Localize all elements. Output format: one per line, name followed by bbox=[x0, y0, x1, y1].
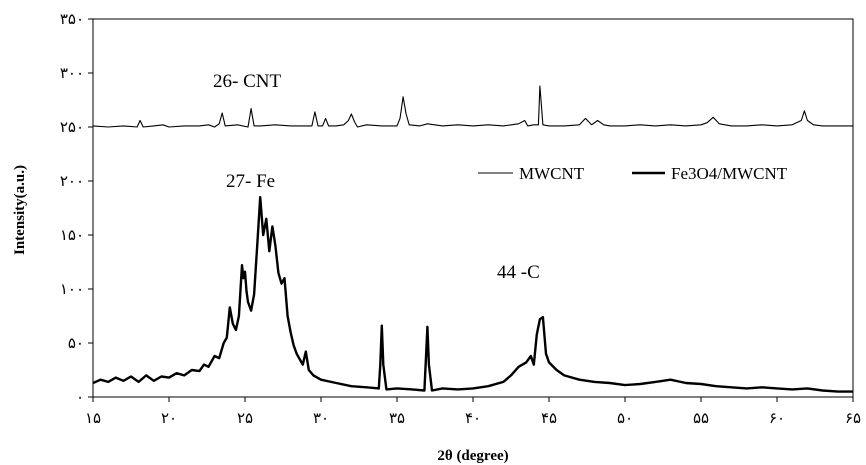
y-axis-ticks: ۰ ۵۰ ۱۰۰ ۱۵۰ ۲۰۰ ۲۵۰ ۳۰۰ ۳۵۰ bbox=[60, 10, 93, 406]
annotation-cnt: 26- CNT bbox=[213, 71, 281, 92]
x-tick-label: ۳۵ bbox=[389, 409, 405, 427]
annotation-c: 44 -C bbox=[497, 262, 540, 283]
plot-frame bbox=[92, 18, 854, 398]
series-line-fe3o4-mwcnt bbox=[92, 195, 853, 393]
series-layer bbox=[92, 85, 853, 393]
x-tick-label: ۲۰ bbox=[161, 409, 177, 427]
y-tick-label: ۳۵۰ bbox=[60, 10, 84, 28]
annotation-fe: 27- Fe bbox=[226, 171, 275, 192]
x-tick-label: ۱۵ bbox=[85, 409, 101, 427]
y-tick-label: ۵۰ bbox=[68, 334, 84, 352]
y-axis-title: Intensity(a.u.) bbox=[12, 165, 28, 255]
x-tick-label: ۵۵ bbox=[693, 409, 709, 427]
x-tick-label: ۶۰ bbox=[769, 409, 785, 427]
x-tick-label: ۶۵ bbox=[845, 409, 861, 427]
x-tick-label: ۴۵ bbox=[541, 409, 557, 427]
y-tick-label: ۰ bbox=[76, 388, 84, 406]
legend-label-fe3o4-mwcnt: Fe3O4/MWCNT bbox=[671, 164, 788, 183]
x-tick-label: ۳۰ bbox=[313, 409, 329, 427]
x-tick-label: ۵۰ bbox=[617, 409, 633, 427]
y-tick-label: ۳۰۰ bbox=[60, 64, 84, 82]
series-line-mwcnt bbox=[92, 85, 853, 128]
x-axis-title: 2θ (degree) bbox=[437, 448, 508, 464]
x-axis-ticks: ۱۵ ۲۰ ۲۵ ۳۰ ۳۵ ۴۰ ۴۵ ۵۰ ۵۵ ۶۰ ۶۵ bbox=[85, 397, 861, 427]
y-tick-label: ۱۵۰ bbox=[60, 226, 84, 244]
y-tick-label: ۱۰۰ bbox=[60, 280, 84, 298]
legend-label-mwcnt: MWCNT bbox=[519, 164, 585, 183]
x-tick-label: ۴۰ bbox=[465, 409, 481, 427]
y-tick-label: ۲۰۰ bbox=[60, 172, 84, 190]
y-tick-label: ۲۵۰ bbox=[60, 118, 84, 136]
x-tick-label: ۲۵ bbox=[237, 409, 253, 427]
legend: MWCNT Fe3O4/MWCNT bbox=[478, 164, 788, 183]
